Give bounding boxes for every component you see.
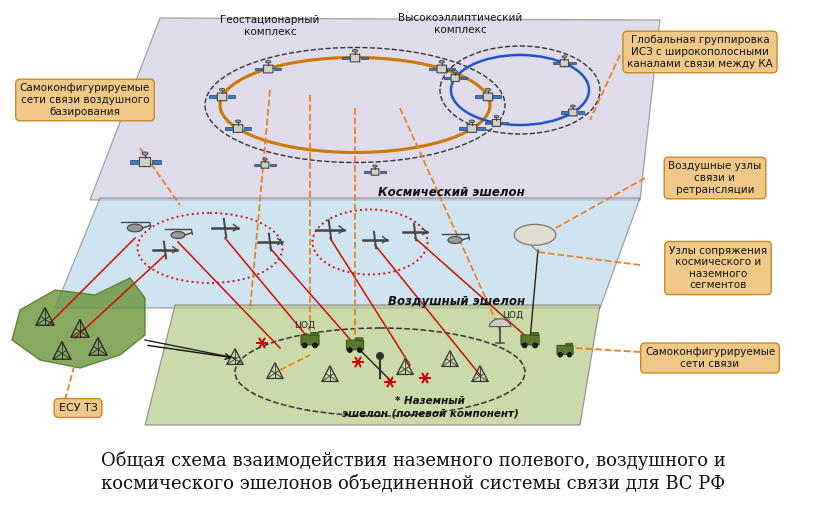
Bar — [477, 127, 485, 130]
Bar — [460, 77, 466, 79]
Bar — [475, 96, 482, 98]
FancyBboxPatch shape — [531, 332, 538, 336]
Polygon shape — [489, 319, 511, 327]
FancyBboxPatch shape — [301, 335, 319, 345]
Bar — [255, 67, 263, 70]
FancyBboxPatch shape — [311, 332, 318, 336]
Polygon shape — [90, 18, 660, 200]
Ellipse shape — [485, 88, 490, 91]
Text: Воздушный эшелон: Воздушный эшелон — [388, 295, 525, 308]
Circle shape — [558, 353, 562, 357]
Ellipse shape — [562, 56, 566, 58]
Text: ЕСУ ТЗ: ЕСУ ТЗ — [59, 403, 98, 413]
Ellipse shape — [265, 61, 270, 63]
FancyBboxPatch shape — [233, 125, 243, 132]
Bar — [562, 112, 568, 114]
FancyBboxPatch shape — [356, 338, 363, 340]
FancyBboxPatch shape — [492, 119, 500, 126]
FancyBboxPatch shape — [437, 65, 447, 73]
Polygon shape — [12, 278, 145, 368]
Ellipse shape — [127, 224, 143, 232]
FancyBboxPatch shape — [140, 158, 151, 167]
Bar — [151, 160, 160, 164]
FancyBboxPatch shape — [261, 162, 269, 168]
Bar — [274, 67, 281, 70]
Circle shape — [357, 348, 362, 353]
Bar — [552, 62, 560, 64]
Bar — [364, 171, 370, 173]
Circle shape — [376, 352, 384, 360]
Bar — [501, 122, 508, 124]
Ellipse shape — [495, 115, 499, 118]
Bar — [270, 164, 276, 166]
Bar — [569, 62, 576, 64]
Bar — [342, 57, 350, 59]
Bar — [494, 96, 501, 98]
Text: космического эшелонов объединенной системы связи для ВС РФ: космического эшелонов объединенной систе… — [101, 475, 725, 493]
Bar — [380, 171, 386, 173]
FancyBboxPatch shape — [371, 169, 379, 175]
Bar — [578, 112, 585, 114]
Bar — [225, 127, 232, 130]
Bar — [447, 67, 455, 70]
FancyBboxPatch shape — [451, 74, 459, 81]
Text: ЦОД: ЦОД — [503, 311, 523, 320]
FancyBboxPatch shape — [521, 335, 539, 345]
Ellipse shape — [470, 120, 475, 123]
Bar — [485, 122, 491, 124]
Ellipse shape — [448, 236, 462, 244]
Ellipse shape — [263, 158, 267, 160]
Circle shape — [533, 343, 538, 348]
Text: Общая схема взаимодействия наземного полевого, воздушного и: Общая схема взаимодействия наземного пол… — [101, 450, 725, 469]
Text: Высокоэллиптический
комплекс: Высокоэллиптический комплекс — [398, 13, 522, 35]
FancyBboxPatch shape — [264, 65, 273, 73]
Polygon shape — [145, 305, 600, 425]
Bar — [227, 96, 235, 98]
FancyBboxPatch shape — [483, 93, 493, 101]
Text: Самоконфигурируемые
сети связи воздушного
базирования: Самоконфигурируемые сети связи воздушног… — [20, 83, 151, 117]
Ellipse shape — [352, 49, 357, 52]
Ellipse shape — [571, 105, 575, 107]
Bar — [443, 77, 450, 79]
Circle shape — [522, 343, 527, 348]
FancyBboxPatch shape — [347, 340, 364, 349]
Ellipse shape — [219, 88, 225, 91]
Text: Геостационарный
комплекс: Геостационарный комплекс — [220, 15, 320, 37]
Ellipse shape — [373, 165, 377, 167]
FancyBboxPatch shape — [351, 54, 360, 62]
Ellipse shape — [453, 71, 457, 73]
Bar — [361, 57, 368, 59]
FancyBboxPatch shape — [557, 346, 573, 354]
Ellipse shape — [171, 232, 185, 238]
Text: * Наземный
эшелон (полевой компонент): * Наземный эшелон (полевой компонент) — [342, 397, 519, 418]
Ellipse shape — [142, 152, 148, 155]
Polygon shape — [55, 198, 640, 308]
FancyBboxPatch shape — [467, 125, 476, 132]
Circle shape — [313, 343, 318, 348]
Bar — [209, 96, 217, 98]
Circle shape — [347, 348, 352, 353]
Ellipse shape — [439, 61, 444, 63]
Bar — [459, 127, 466, 130]
Text: Космический эшелон: Космический эшелон — [378, 186, 525, 199]
Bar — [130, 160, 138, 164]
Bar — [244, 127, 251, 130]
Circle shape — [567, 353, 571, 357]
Ellipse shape — [514, 225, 556, 245]
Circle shape — [302, 343, 307, 348]
FancyBboxPatch shape — [560, 60, 568, 66]
Bar — [254, 164, 261, 166]
Text: Самоконфигурируемые
сети связи: Самоконфигурируемые сети связи — [645, 347, 775, 369]
Bar — [428, 67, 437, 70]
FancyBboxPatch shape — [566, 343, 572, 346]
Text: Воздушные узлы
связи и
ретрансляции: Воздушные узлы связи и ретрансляции — [668, 161, 762, 194]
FancyBboxPatch shape — [218, 93, 227, 101]
Text: Глобальная группировка
ИСЗ с широкополосными
каналами связи между КА: Глобальная группировка ИСЗ с широкополос… — [627, 36, 773, 68]
FancyBboxPatch shape — [569, 109, 577, 116]
Ellipse shape — [236, 120, 241, 123]
Text: Узлы сопряжения
космического и
наземного
сегментов: Узлы сопряжения космического и наземного… — [669, 246, 767, 290]
Text: ЦОД: ЦОД — [294, 321, 316, 330]
